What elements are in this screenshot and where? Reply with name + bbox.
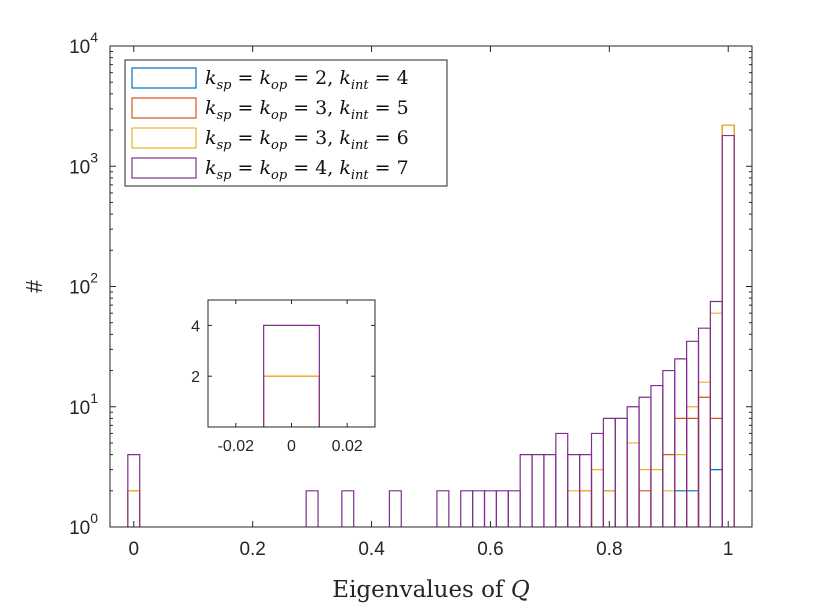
x-axis-label: Eigenvalues of Q <box>332 577 530 603</box>
legend-swatch <box>131 97 197 119</box>
series-4-bar-3 <box>341 490 355 527</box>
inset-y-ticks: 24 <box>191 318 375 386</box>
inset-x-tick-label: -0.02 <box>218 438 255 455</box>
y-tick-label: 100 <box>69 510 98 539</box>
series-4-bar-5 <box>436 490 450 527</box>
inset-series-3-bar-1 <box>263 324 320 427</box>
inset-plot-area <box>208 300 375 427</box>
legend-label: ksp = kop = 2, kint = 4 <box>205 67 409 93</box>
inset-x-tick-label: 0 <box>287 438 296 455</box>
inset-x-tick-label: 0.02 <box>332 438 363 455</box>
inset-plot: -0.02 0 0.02 24 <box>191 299 376 455</box>
legend-label: ksp = kop = 4, kint = 7 <box>205 157 409 183</box>
x-tick-label: 0.2 <box>239 539 265 560</box>
inset-histogram-bars <box>263 324 320 427</box>
legend-swatch <box>131 157 197 179</box>
series-4 <box>127 134 735 527</box>
y-tick-label: 104 <box>69 29 98 58</box>
legend-label: ksp = kop = 3, kint = 5 <box>205 97 409 123</box>
legend-box <box>124 59 448 187</box>
legend-label: ksp = kop = 3, kint = 6 <box>205 127 409 153</box>
legend-swatch <box>131 127 197 149</box>
x-tick-label: 0.4 <box>358 539 385 560</box>
legend: ksp = kop = 2, kint = 4 ksp = kop = 3, ki… <box>124 59 448 187</box>
x-axis-label-symbol: Q <box>511 577 530 603</box>
series-4-bar-4 <box>388 490 402 527</box>
series-4-bar-2 <box>305 490 319 527</box>
y-axis-label: # <box>21 280 47 293</box>
x-tick-label: 0.6 <box>477 539 503 560</box>
y-tick-label: 101 <box>69 390 98 419</box>
main-histogram-bars <box>127 124 735 527</box>
x-tick-label: 1 <box>723 539 734 560</box>
y-tick-label: 103 <box>69 149 98 178</box>
x-tick-label: 0 <box>128 539 139 560</box>
inset-x-ticks: -0.02 0 0.02 <box>218 300 363 455</box>
legend-swatch <box>131 67 197 89</box>
y-axis-ticks: 100 101 102 103 104 <box>69 29 752 539</box>
y-tick-label: 102 <box>69 270 98 299</box>
x-axis-ticks: 0 0.2 0.4 0.6 0.8 1 <box>128 46 734 560</box>
inset-y-tick-label: 4 <box>191 318 200 335</box>
series-4-bar-1 <box>127 454 141 527</box>
x-tick-label: 0.8 <box>596 539 622 560</box>
inset-y-tick-label: 2 <box>191 369 200 386</box>
series-4-bar-28 <box>721 134 735 527</box>
